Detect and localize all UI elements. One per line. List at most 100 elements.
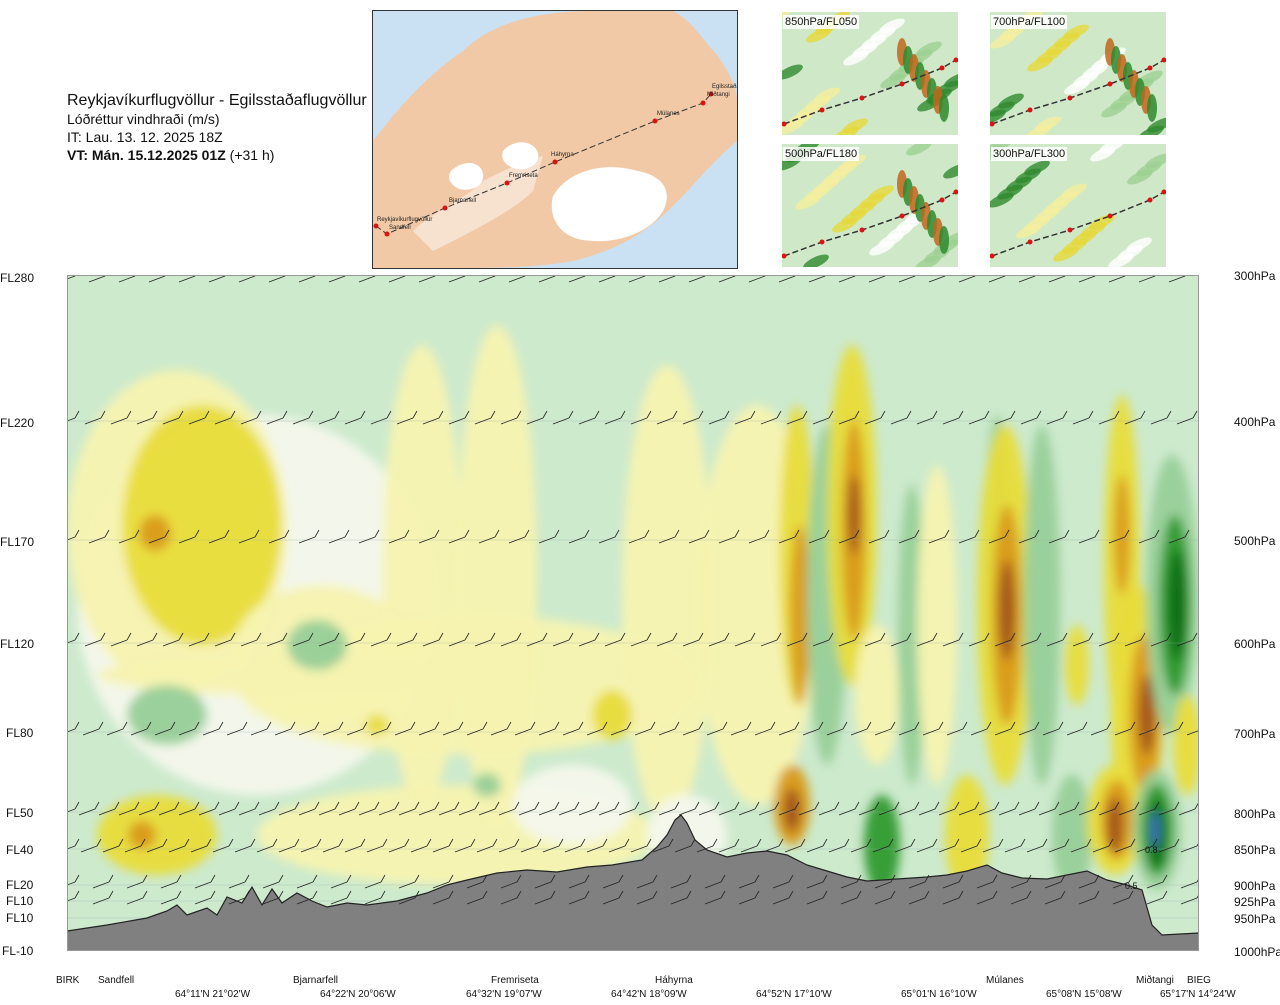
- pressure-label: 500hPa: [1234, 534, 1276, 548]
- wind-barb: [840, 897, 858, 905]
- fl-label: FL20: [6, 878, 34, 892]
- wind-barb: [432, 897, 450, 905]
- wind-barb: [838, 536, 856, 544]
- wind-barb: [500, 897, 518, 905]
- waypoint-marker: [442, 205, 448, 211]
- wind-barb: [1180, 897, 1198, 905]
- wind-barb-flag: [214, 801, 220, 810]
- wind-barb-flag: [602, 838, 608, 847]
- wind-barb: [630, 845, 648, 853]
- wind-barb: [328, 536, 346, 544]
- wind-barb: [1114, 728, 1132, 736]
- wind-barb-flag: [1174, 801, 1180, 810]
- wind-barb-flag: [1152, 838, 1158, 847]
- wind-barb: [67, 417, 76, 422]
- waypoint-label: BIEG: [1187, 975, 1211, 986]
- wind-barb-flag: [794, 529, 800, 538]
- wind-barb-flag: [142, 890, 148, 899]
- wind-barb-flag: [686, 890, 692, 899]
- wind-barb: [346, 728, 364, 736]
- wind-barb: [118, 275, 136, 283]
- wind-barb-flag: [776, 410, 782, 419]
- wind-barb: [160, 881, 178, 889]
- wind-barb: [916, 845, 934, 853]
- wind-barb: [500, 881, 518, 889]
- wind-barb: [542, 845, 560, 853]
- wind-barb-flag: [516, 410, 522, 419]
- thumbnail-500[interactable]: 500hPa/FL180: [782, 144, 958, 267]
- wind-barb: [474, 639, 492, 647]
- wind-barb: [698, 808, 716, 816]
- wind-barb-flag: [482, 890, 488, 899]
- wind-barb: [1114, 845, 1132, 853]
- wind-barb: [618, 808, 636, 816]
- wind-barb: [976, 897, 994, 905]
- thumb-waypoint: [1147, 197, 1153, 203]
- thumbnail-300[interactable]: 300hPa/FL300: [990, 144, 1166, 267]
- wind-barb-flag: [506, 721, 512, 730]
- wind-barb-flag: [234, 801, 240, 810]
- wind-barb: [998, 808, 1016, 816]
- velocity-contour-downdraft_moderate: [790, 525, 810, 705]
- thumb-waypoint: [1067, 227, 1073, 233]
- wind-barb: [118, 808, 136, 816]
- wind-barb-flag: [314, 801, 320, 810]
- wind-barb: [278, 845, 296, 853]
- wind-barb: [370, 639, 388, 647]
- wind-barb-flag: [224, 529, 230, 538]
- wind-barb-flag: [788, 890, 794, 899]
- wind-barb-flag: [482, 721, 488, 730]
- wind-barb: [198, 808, 216, 816]
- wind-barb: [754, 728, 772, 736]
- wind-barb: [634, 728, 652, 736]
- wind-barb: [398, 881, 416, 889]
- wind-barb: [214, 417, 232, 425]
- thumbnail-700[interactable]: 700hPa/FL100: [990, 12, 1166, 135]
- wind-barb-flag: [514, 838, 520, 847]
- thumbnail-850[interactable]: 850hPa/FL050: [782, 12, 958, 135]
- wind-barb-flag: [154, 801, 160, 810]
- wind-barb-flag: [976, 838, 982, 847]
- valid-time: VT: Mán. 15.12.2025 01Z: [67, 147, 226, 163]
- wind-barb: [262, 881, 280, 889]
- wind-barb: [850, 728, 868, 736]
- wind-barb-flag: [994, 801, 1000, 810]
- wind-barb: [214, 639, 232, 647]
- wind-barb-flag: [210, 890, 216, 899]
- wind-barb-flag: [550, 874, 556, 883]
- wind-barb-flag: [74, 721, 80, 730]
- wind-barb-flag: [1042, 838, 1048, 847]
- velocity-contour-downdraft_moderate: [128, 821, 156, 849]
- wind-barb: [898, 275, 916, 283]
- thumbnail-700-label: 700hPa/FL100: [991, 15, 1068, 29]
- wind-barb: [292, 639, 310, 647]
- wind-barb-flag: [516, 632, 522, 641]
- wind-barb: [568, 275, 586, 283]
- wind-barb: [110, 417, 128, 425]
- wind-barb: [704, 881, 722, 889]
- wind-barb: [638, 808, 656, 816]
- velocity-contour-updraft_weak: [473, 773, 501, 797]
- fl-label: FL220: [0, 416, 35, 430]
- wind-barb: [67, 881, 76, 886]
- wind-barb: [562, 728, 580, 736]
- wind-barb-flag: [162, 838, 168, 847]
- wind-barb: [818, 808, 836, 816]
- wind-barb-flag: [122, 721, 128, 730]
- wind-barb-flag: [568, 632, 574, 641]
- wind-barb: [942, 417, 960, 425]
- wind-barb-flag: [620, 410, 626, 419]
- wind-barb: [946, 728, 964, 736]
- wind-barb: [146, 845, 164, 853]
- wind-barb: [118, 536, 136, 544]
- wind-barb: [358, 275, 376, 283]
- wind-barb: [330, 881, 348, 889]
- wind-barb: [958, 808, 976, 816]
- wind-barb: [178, 536, 196, 544]
- wind-barb: [67, 639, 76, 644]
- wind-barb: [868, 536, 886, 544]
- wind-barb-flag: [386, 632, 392, 641]
- wind-barb-flag: [756, 838, 762, 847]
- wind-barb-flag: [126, 410, 132, 419]
- wind-barb-flag: [412, 632, 418, 641]
